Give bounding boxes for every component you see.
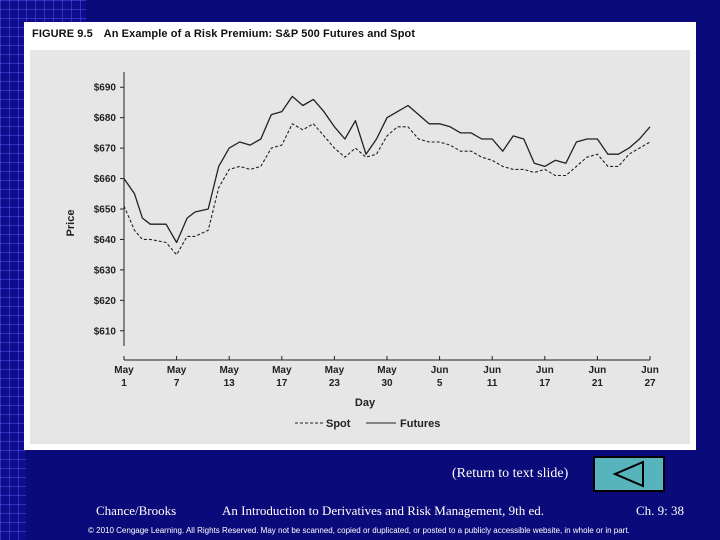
footer-book-title: An Introduction to Derivatives and Risk … bbox=[222, 503, 545, 518]
line-chart: $610 $620 $630 $640 $650 $660 $670 $680 $690 May… bbox=[65, 72, 659, 430]
return-to-text-link[interactable]: (Return to text slide) bbox=[452, 466, 569, 481]
y-tick-label: $650 bbox=[94, 205, 117, 216]
x-tick-day: 7 bbox=[174, 378, 180, 389]
figure-number: FIGURE 9.5 bbox=[32, 28, 93, 40]
x-tick-day: 27 bbox=[644, 378, 656, 389]
futures-series-line bbox=[123, 95, 651, 244]
y-tick-label: $620 bbox=[94, 296, 117, 307]
x-tick-month: Jun bbox=[536, 365, 554, 376]
back-arrow-icon bbox=[612, 460, 644, 488]
footer-authors: Chance/Brooks bbox=[96, 503, 177, 518]
spot-series-line bbox=[123, 123, 651, 256]
back-button[interactable] bbox=[593, 456, 665, 492]
figure-panel: FIGURE 9.5 An Example of a Risk Premium:… bbox=[24, 22, 696, 450]
x-tick-month: Jun bbox=[641, 365, 659, 376]
x-tick-day: 13 bbox=[224, 378, 236, 389]
figure-caption: An Example of a Risk Premium: S&P 500 Fu… bbox=[103, 28, 416, 40]
x-tick-month: Jun bbox=[431, 365, 449, 376]
y-tick-label: $670 bbox=[94, 144, 117, 155]
y-tick-label: $680 bbox=[94, 113, 117, 124]
x-tick-day: 21 bbox=[592, 378, 604, 389]
legend: Spot Futures bbox=[295, 418, 440, 430]
x-tick-month: May bbox=[219, 365, 239, 376]
y-tick-label: $610 bbox=[94, 326, 117, 337]
x-axis: May 1 May 7 May 13 May 17 May 23 May 30 Jun 5 Jun 11 Jun… bbox=[114, 356, 659, 389]
x-tick-day: 1 bbox=[121, 378, 127, 389]
copyright-notice: © 2010 Cengage Learning. All Rights Rese… bbox=[88, 526, 630, 535]
slide-grid-pattern bbox=[0, 0, 26, 540]
x-tick-month: May bbox=[377, 365, 397, 376]
x-tick-day: 17 bbox=[539, 378, 551, 389]
legend-spot-label: Spot bbox=[326, 418, 351, 430]
x-tick-day: 5 bbox=[437, 378, 443, 389]
x-tick-month: Jun bbox=[483, 365, 501, 376]
figure-title: FIGURE 9.5 An Example of a Risk Premium:… bbox=[32, 28, 415, 40]
y-tick-label: $630 bbox=[94, 265, 117, 276]
x-tick-month: May bbox=[114, 365, 134, 376]
x-tick-day: 30 bbox=[381, 378, 393, 389]
y-axis: $610 $620 $630 $640 $650 $660 $670 $680 $690 bbox=[94, 72, 125, 346]
x-tick-month: May bbox=[167, 365, 187, 376]
y-tick-label: $690 bbox=[94, 83, 117, 94]
x-tick-day: 11 bbox=[487, 378, 498, 389]
y-tick-label: $660 bbox=[94, 174, 117, 185]
y-axis-title: Price bbox=[65, 210, 77, 237]
legend-futures-label: Futures bbox=[400, 418, 440, 430]
slide-grid-pattern-top bbox=[26, 0, 86, 22]
x-tick-month: May bbox=[325, 365, 345, 376]
x-tick-month: May bbox=[272, 365, 292, 376]
x-tick-month: Jun bbox=[589, 365, 607, 376]
x-axis-title: Day bbox=[355, 397, 376, 409]
footer-chapter: Ch. 9: 38 bbox=[636, 503, 685, 518]
series-layer bbox=[123, 95, 651, 256]
y-tick-label: $640 bbox=[94, 235, 117, 246]
x-tick-day: 23 bbox=[329, 378, 341, 389]
chart-area: $610 $620 $630 $640 $650 $660 $670 $680 $690 May… bbox=[30, 50, 690, 444]
x-tick-day: 17 bbox=[276, 378, 288, 389]
